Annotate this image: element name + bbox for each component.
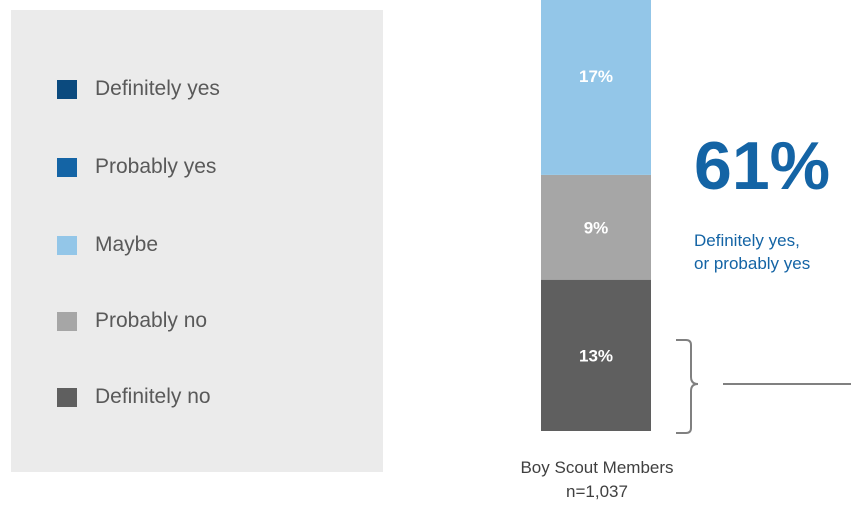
category-label: Boy Scout Members xyxy=(520,458,674,477)
legend-label: Definitely yes xyxy=(95,77,220,100)
legend-swatch xyxy=(57,158,77,177)
legend-label: Maybe xyxy=(95,233,159,256)
data-label-maybe: 17% xyxy=(579,67,613,86)
legend-label: Definitely no xyxy=(95,385,211,408)
legend-swatch xyxy=(57,312,77,331)
data-label-definitely-no: 13% xyxy=(579,346,613,365)
bar-segment-maybe xyxy=(541,0,651,175)
annotation-line-2: or probably yes xyxy=(694,254,811,273)
legend-swatch xyxy=(57,388,77,407)
bracket xyxy=(676,339,699,434)
bar-segment-probably-no xyxy=(541,174,651,280)
annotation-line-1: Definitely yes, xyxy=(694,231,800,250)
legend-label: Probably yes xyxy=(95,155,217,178)
data-label-probably-no: 9% xyxy=(584,218,609,237)
bar-segment-definitely-no xyxy=(541,279,651,431)
legend: Definitely yes Probably yes Maybe Probab… xyxy=(11,10,383,472)
legend-swatch xyxy=(57,236,77,255)
legend-label: Probably no xyxy=(95,309,208,332)
annotation-value: 61% xyxy=(694,128,831,204)
legend-swatch xyxy=(57,80,77,99)
sample-size-label: n=1,037 xyxy=(566,482,628,501)
